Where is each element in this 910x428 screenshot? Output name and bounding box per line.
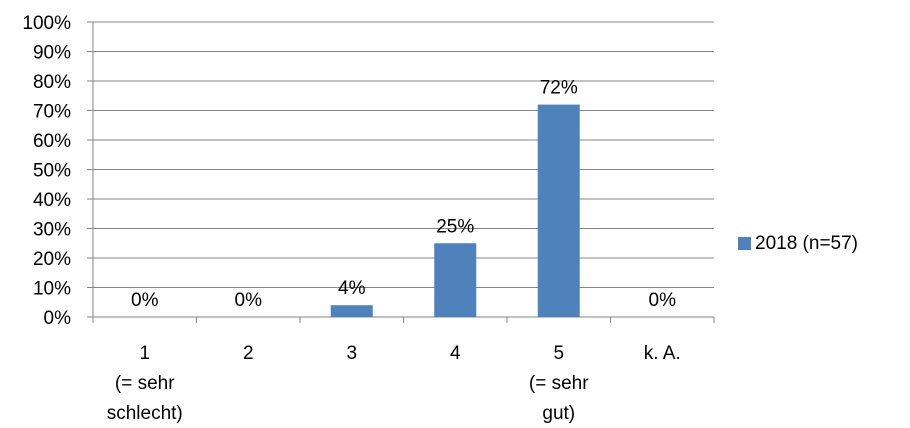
legend-swatch — [738, 237, 751, 250]
x-tick-label: 1 (= sehr schlecht) — [107, 343, 183, 424]
data-label: 72% — [540, 78, 578, 99]
gridlines — [93, 21, 714, 288]
bar — [330, 305, 373, 317]
data-label: 0% — [235, 290, 263, 311]
y-tick-label: 100% — [22, 13, 71, 34]
x-tick-label: 3 — [346, 343, 357, 364]
y-tick-label: 90% — [33, 43, 71, 64]
data-label: 0% — [649, 290, 677, 311]
data-label: 0% — [131, 290, 159, 311]
data-label: 25% — [436, 216, 474, 237]
x-axis: 1 (= sehr schlecht) 2 3 4 5 (= sehr gut) k. A. — [92, 316, 715, 424]
y-tick-label: 80% — [33, 72, 71, 93]
data-labels: 0% 0% 4% 25% 72% 0% — [131, 78, 676, 311]
x-tick-label: k. A. — [644, 343, 681, 364]
bar — [434, 243, 477, 317]
legend: 2018 (n=57) — [738, 233, 858, 254]
y-tick-label: 40% — [33, 190, 71, 211]
y-tick-label: 10% — [33, 279, 71, 300]
y-axis: 0% 10% 20% 30% 40% 50% 60% 70% 80% 90% 100% — [22, 13, 94, 329]
y-tick-label: 50% — [33, 161, 71, 182]
legend-label: 2018 (n=57) — [755, 233, 858, 254]
bar — [537, 104, 580, 317]
y-tick-label: 0% — [44, 308, 72, 329]
bars — [330, 104, 580, 317]
y-tick-label: 70% — [33, 102, 71, 123]
x-tick-label: 4 — [450, 343, 461, 364]
data-label: 4% — [338, 278, 366, 299]
y-tick-label: 20% — [33, 249, 71, 270]
x-tick-label: 5 (= sehr gut) — [529, 343, 589, 424]
y-tick-label: 60% — [33, 131, 71, 152]
y-tick-label: 30% — [33, 220, 71, 241]
x-tick-label: 2 — [243, 343, 254, 364]
